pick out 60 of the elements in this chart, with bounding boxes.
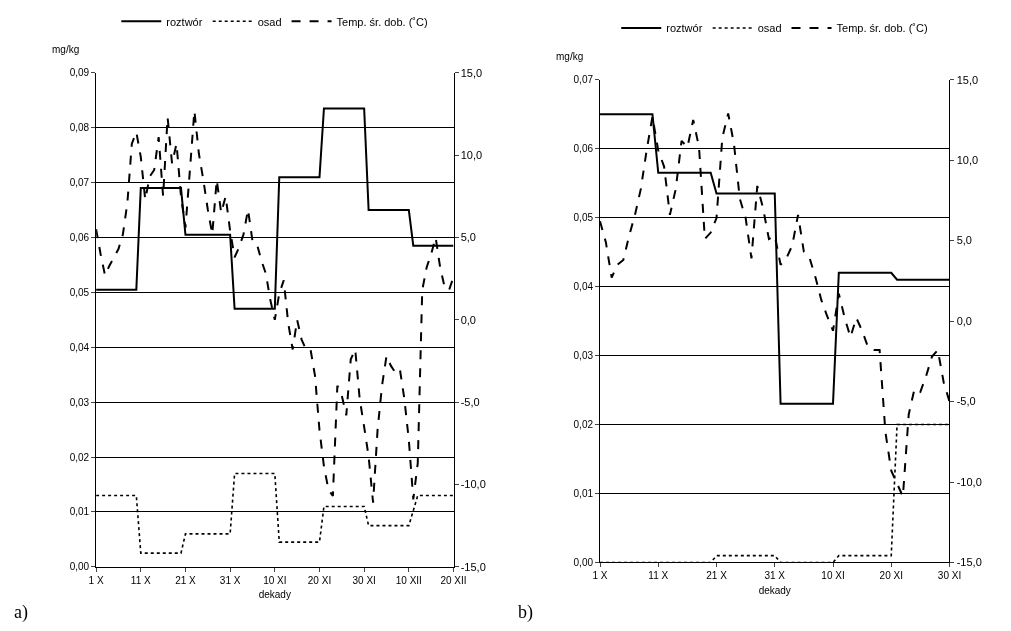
x-tick-label: 11 X <box>648 570 669 582</box>
y-tick-label: 0,09 <box>69 67 90 79</box>
text: b) <box>518 602 533 623</box>
y-tick-label: 0,05 <box>69 286 90 298</box>
x-tick-label: 11 X <box>130 574 152 586</box>
y-axis-title: mg/kg <box>52 44 80 55</box>
y-tick-label: 0,06 <box>573 143 594 155</box>
y2-tick-label: 5,0 <box>460 231 476 244</box>
y-tick-label: 0,07 <box>69 177 90 189</box>
y2-tick-label: -10,0 <box>460 478 486 491</box>
x-tick-label: 20 XII <box>440 574 467 586</box>
y2-tick-label: -10,0 <box>956 475 982 488</box>
y-tick-label: 0,01 <box>573 488 594 500</box>
y2-tick-label: -15,0 <box>956 556 982 569</box>
y-tick-label: 0,07 <box>573 74 594 86</box>
y2-tick-label: 0,0 <box>460 313 476 326</box>
legend-label: Temp. śr. dob. (˚C) <box>336 15 428 28</box>
y-axis-title: mg/kg <box>556 51 584 62</box>
x-axis-title: dekady <box>758 584 791 596</box>
y-tick-label: 0,03 <box>69 396 90 408</box>
y-tick-label: 0,00 <box>69 561 90 573</box>
x-tick-label: 20 XI <box>879 570 903 582</box>
y-tick-label: 0,02 <box>573 419 594 431</box>
x-tick-label: 30 XI <box>352 574 376 586</box>
y-tick-label: 0,04 <box>573 281 594 293</box>
x-tick-label: 21 X <box>175 574 197 586</box>
x-tick-label: 10 XII <box>395 574 422 586</box>
y2-tick-label: -15,0 <box>460 560 486 573</box>
y-tick-label: 0,06 <box>69 232 90 243</box>
y-tick-label: 0,05 <box>573 212 594 224</box>
y-tick-label: 0,01 <box>69 506 90 518</box>
x-tick-label: 10 XI <box>263 574 287 586</box>
y2-tick-label: 10,0 <box>460 149 483 162</box>
y2-tick-label: 15,0 <box>956 73 979 86</box>
legend-label: osad <box>757 22 782 35</box>
y-tick-label: 0,04 <box>69 341 90 353</box>
x-tick-label: 1 X <box>592 570 608 582</box>
x-tick-label: 31 X <box>219 574 241 586</box>
x-tick-label: 1 X <box>88 574 104 586</box>
y-tick-label: 0,02 <box>69 451 90 463</box>
x-axis-title: dekady <box>258 589 291 601</box>
y2-tick-label: 15,0 <box>460 66 483 79</box>
x-tick-label: 20 XI <box>307 574 332 586</box>
legend-label: osad <box>257 15 282 28</box>
legend-label: roztwór <box>166 15 203 28</box>
y-tick-label: 0,03 <box>573 350 594 362</box>
x-tick-label: 10 XI <box>821 570 845 582</box>
y2-tick-label: -5,0 <box>460 396 480 409</box>
legend-label: roztwór <box>666 22 703 35</box>
y-tick-label: 0,08 <box>69 122 90 134</box>
y2-tick-label: 10,0 <box>956 153 979 166</box>
y2-tick-label: 0,0 <box>956 314 972 327</box>
x-tick-label: 30 XI <box>937 570 962 582</box>
legend-label: Temp. śr. dob. (˚C) <box>836 22 928 35</box>
y-tick-label: 0,00 <box>573 556 594 568</box>
y2-tick-label: 5,0 <box>956 234 972 247</box>
y2-tick-label: -5,0 <box>956 395 976 408</box>
x-tick-label: 21 X <box>706 570 728 582</box>
x-tick-label: 31 X <box>764 570 786 582</box>
text: a) <box>14 602 28 623</box>
